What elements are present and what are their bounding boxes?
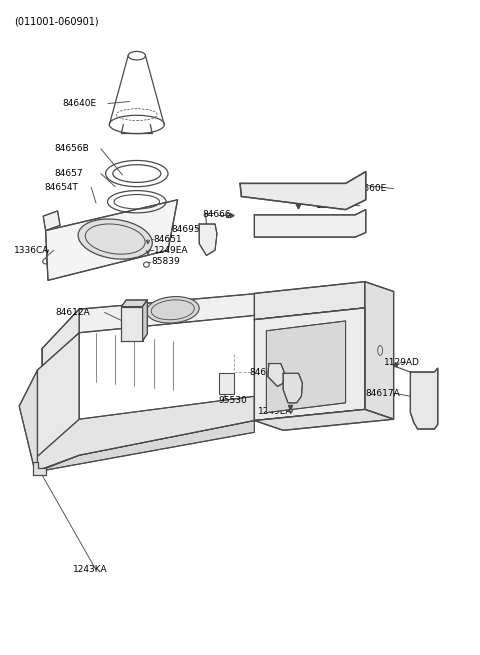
Text: 84660E: 84660E (353, 184, 387, 193)
Text: 1249EA: 1249EA (258, 407, 293, 417)
Polygon shape (266, 321, 346, 413)
Text: 1336CA: 1336CA (14, 246, 50, 255)
Polygon shape (254, 409, 394, 430)
Polygon shape (199, 224, 217, 255)
Ellipse shape (78, 219, 152, 259)
Text: 86593A: 86593A (280, 384, 315, 394)
Text: 1243HX: 1243HX (316, 201, 351, 210)
Polygon shape (240, 172, 366, 210)
Text: 84695C: 84695C (172, 225, 207, 234)
Polygon shape (121, 300, 147, 307)
Text: (011001-060901): (011001-060901) (14, 16, 99, 26)
Text: 84657: 84657 (54, 169, 83, 178)
Polygon shape (283, 373, 302, 403)
Polygon shape (42, 293, 258, 370)
Polygon shape (254, 210, 366, 237)
Polygon shape (410, 368, 438, 429)
Text: 84617A: 84617A (366, 388, 400, 398)
Polygon shape (254, 282, 365, 320)
Polygon shape (37, 421, 254, 472)
Polygon shape (42, 309, 79, 370)
Text: 84690D: 84690D (250, 367, 285, 377)
Polygon shape (43, 211, 60, 231)
Text: 95530: 95530 (218, 396, 247, 405)
Text: 84651: 84651 (154, 234, 182, 244)
FancyBboxPatch shape (219, 373, 234, 394)
Text: 84654T: 84654T (45, 183, 79, 192)
Polygon shape (365, 282, 394, 419)
Text: 1243KA: 1243KA (73, 565, 108, 574)
Polygon shape (46, 200, 178, 280)
Text: 1249EA: 1249EA (154, 246, 188, 255)
Text: 84666: 84666 (203, 210, 231, 219)
Polygon shape (19, 370, 37, 472)
Polygon shape (268, 364, 284, 386)
Polygon shape (143, 300, 147, 341)
Ellipse shape (146, 297, 199, 323)
Polygon shape (37, 333, 79, 472)
Text: 84631F: 84631F (317, 215, 350, 224)
Text: 84612A: 84612A (55, 308, 90, 317)
Polygon shape (35, 396, 254, 472)
Text: 84640E: 84640E (62, 99, 96, 108)
Polygon shape (254, 308, 365, 421)
Text: 85839: 85839 (152, 257, 180, 267)
Polygon shape (33, 462, 46, 475)
Text: 84656B: 84656B (54, 144, 89, 153)
Polygon shape (121, 307, 143, 341)
Text: 1129AD: 1129AD (384, 358, 420, 367)
